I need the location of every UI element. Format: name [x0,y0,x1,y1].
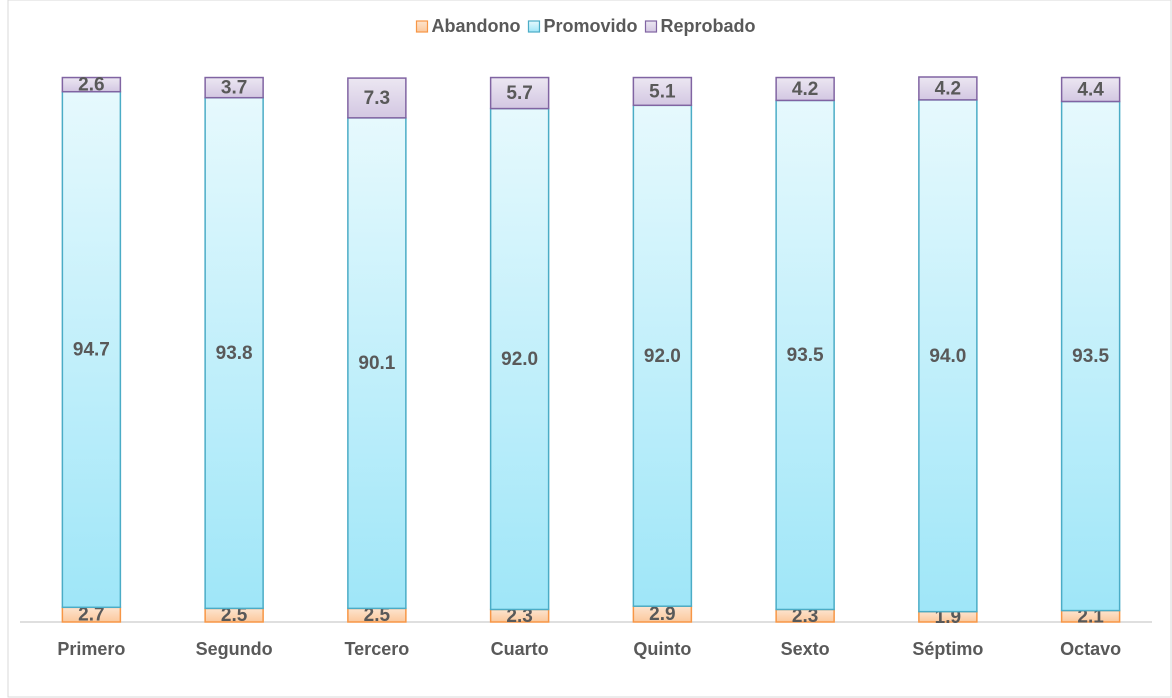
legend-label: Abandono [431,16,520,36]
data-label: 92.0 [501,349,538,370]
bar-segment [775,76,835,102]
data-label: 4.2 [935,78,961,99]
bar-segment [61,76,122,93]
bar-segment [61,90,122,609]
data-label: 7.3 [364,88,390,109]
data-label: 3.7 [221,78,247,99]
bar-segment [1060,76,1121,103]
data-label: 93.5 [1072,346,1109,367]
data-label: 93.8 [216,343,253,364]
bar-segment [632,104,693,607]
legend-swatch [644,20,658,33]
bar-segment [775,99,835,611]
bar-segment [918,76,978,101]
data-label: 4.4 [1077,80,1104,101]
bar-segment [489,76,550,110]
data-label: 92.0 [644,346,681,367]
legend-swatch [527,20,541,33]
data-label: 2.1 [1077,606,1104,627]
bar-segment [632,76,693,107]
bar-segment [204,76,264,99]
data-label: 2.7 [78,605,104,626]
data-label: 2.5 [221,605,248,626]
data-label: 2.9 [649,604,675,625]
legend-label: Reprobado [660,16,755,36]
data-label: 2.6 [78,75,104,96]
data-label: 5.7 [506,83,532,104]
x-tick-label: Segundo [196,639,273,659]
bar-segment [918,99,978,613]
data-label: 94.0 [929,346,966,367]
x-tick-label: Séptimo [912,639,983,659]
legend-label: Promovido [543,16,637,36]
data-label: 2.5 [364,605,391,626]
x-tick-label: Octavo [1060,639,1121,659]
data-label: 94.7 [73,340,110,361]
frame [7,0,1172,698]
data-label: 2.3 [506,606,532,627]
data-label: 5.1 [649,81,676,102]
data-label: 2.3 [792,606,818,627]
x-tick-label: Quinto [633,639,691,659]
x-tick-label: Sexto [781,639,830,659]
data-label: 4.2 [792,79,818,100]
x-tick-label: Primero [57,639,125,659]
bar-segment [1060,100,1121,612]
legend-swatch [415,20,429,33]
bar-segment [347,77,407,119]
x-tick-label: Cuarto [491,639,549,659]
bar-segment [204,96,264,610]
x-tick-label: Tercero [345,639,410,659]
data-label: 90.1 [358,353,395,374]
data-label: 93.5 [787,345,824,366]
